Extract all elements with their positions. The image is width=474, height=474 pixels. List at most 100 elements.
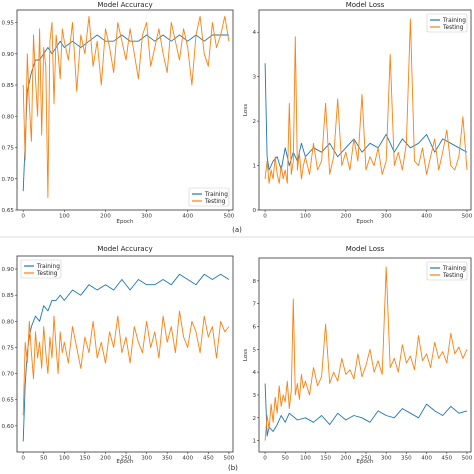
legend-label-training: Training — [442, 18, 466, 24]
x-axis-label: Epoch — [356, 459, 374, 465]
chart-title: Model Loss — [346, 245, 385, 253]
x-tick-label: 150 — [80, 456, 91, 462]
x-tick-label: 500 — [462, 214, 473, 220]
y-tick-label: 1 — [252, 164, 256, 170]
y-tick-label: 3 — [252, 393, 256, 399]
x-axis-label: Epoch — [116, 219, 134, 225]
legend-label-testing: Testing — [442, 273, 464, 279]
x-tick-label: 500 — [224, 456, 235, 462]
y-tick-label: 2 — [252, 416, 256, 422]
y-tick-label: 7 — [252, 302, 256, 308]
y-tick-label: 0.75 — [2, 345, 15, 351]
x-tick-label: 0 — [263, 456, 267, 462]
x-tick-label: 0 — [21, 456, 25, 462]
y-tick-label: 0.70 — [2, 372, 15, 378]
series-line-training — [264, 383, 468, 437]
x-axis-label: Epoch — [116, 459, 134, 465]
y-tick-label: 0.85 — [2, 293, 15, 299]
y-tick-label: 2 — [252, 119, 256, 125]
chart-title: Model Loss — [346, 1, 385, 9]
x-tick-label: 150 — [320, 456, 331, 462]
x-tick-label: 400 — [421, 456, 432, 462]
y-tick-label: 0.85 — [2, 83, 15, 89]
x-tick-label: 500 — [462, 456, 473, 462]
y-tick-label: 0.65 — [2, 208, 15, 214]
plot-frame — [16, 9, 234, 211]
x-tick-label: 0 — [263, 214, 267, 220]
x-tick-label: 200 — [340, 214, 351, 220]
y-axis-label: Loss — [243, 349, 249, 361]
y-axis-label: Loss — [243, 104, 249, 116]
x-tick-label: 50 — [282, 456, 290, 462]
panel-label-b: (b) — [228, 464, 238, 472]
series-line-training — [264, 63, 468, 171]
x-tick-label: 250 — [361, 456, 372, 462]
series-line-testing — [22, 15, 230, 198]
chart-a-accuracy: Model Accuracy Epoch 0 100 200 300 400 500 0.65 0… — [2, 1, 235, 225]
x-tick-label: 400 — [182, 456, 193, 462]
x-tick-label: 450 — [441, 456, 452, 462]
plot-frame — [16, 255, 234, 453]
y-tick-label: 0.65 — [2, 398, 15, 404]
series-line-testing — [264, 18, 468, 184]
y-tick-label: 0.90 — [2, 52, 15, 58]
x-tick-label: 0 — [21, 214, 25, 220]
y-tick-label: 0.95 — [2, 21, 15, 27]
y-tick-label: 0.80 — [2, 114, 15, 120]
series-line-testing — [22, 310, 230, 416]
y-tick-label: 0 — [252, 208, 256, 214]
x-tick-label: 450 — [203, 456, 214, 462]
x-tick-label: 300 — [381, 456, 392, 462]
panel-label-a: (a) — [232, 226, 242, 234]
chart-a-loss: Model Loss Epoch Loss 0 100 200 300 400 500 0 1 2 3 4… — [243, 1, 473, 225]
y-tick-label: 0.75 — [2, 146, 15, 152]
x-tick-label: 200 — [340, 456, 351, 462]
x-tick-label: 100 — [300, 214, 311, 220]
legend-label-training: Training — [36, 264, 60, 270]
y-tick-label: 4 — [252, 370, 256, 376]
x-tick-label: 100 — [59, 214, 70, 220]
plot-frame — [258, 257, 472, 453]
x-tick-label: 500 — [224, 214, 235, 220]
y-tick-label: 6 — [252, 324, 256, 330]
y-tick-label: 5 — [252, 347, 256, 353]
legend-label-training: Training — [204, 192, 228, 198]
x-tick-label: 100 — [300, 456, 311, 462]
x-tick-label: 350 — [401, 456, 412, 462]
y-tick-label: 3 — [252, 75, 256, 81]
legend-label-training: Training — [442, 266, 466, 272]
legend-label-testing: Testing — [442, 25, 464, 31]
y-tick-label: 0.80 — [2, 319, 15, 325]
x-tick-label: 400 — [421, 214, 432, 220]
x-tick-label: 300 — [141, 214, 152, 220]
x-tick-label: 200 — [100, 456, 111, 462]
chart-title: Model Accuracy — [97, 1, 152, 9]
x-tick-label: 250 — [121, 456, 132, 462]
x-tick-label: 300 — [141, 456, 152, 462]
legend-label-testing: Testing — [36, 271, 58, 277]
x-tick-label: 50 — [40, 456, 48, 462]
chart-title: Model Accuracy — [97, 245, 152, 253]
y-tick-label: 8 — [252, 279, 256, 285]
chart-b-accuracy: Model Accuracy Epoch 0 50 100 150 200 250 300 350… — [2, 245, 235, 465]
x-tick-label: 200 — [100, 214, 111, 220]
y-tick-label: 1 — [252, 439, 256, 445]
y-tick-label: 0.90 — [2, 267, 15, 273]
x-axis-label: Epoch — [356, 219, 374, 225]
x-tick-label: 350 — [162, 456, 173, 462]
plot-frame — [258, 9, 472, 211]
x-tick-label: 300 — [381, 214, 392, 220]
series-line-testing — [264, 266, 468, 441]
x-tick-label: 400 — [182, 214, 193, 220]
legend-label-testing: Testing — [204, 199, 226, 205]
y-tick-label: 0.60 — [2, 424, 15, 430]
series-line-training — [22, 273, 230, 442]
y-tick-label: 0.70 — [2, 177, 15, 183]
x-tick-label: 100 — [59, 456, 70, 462]
